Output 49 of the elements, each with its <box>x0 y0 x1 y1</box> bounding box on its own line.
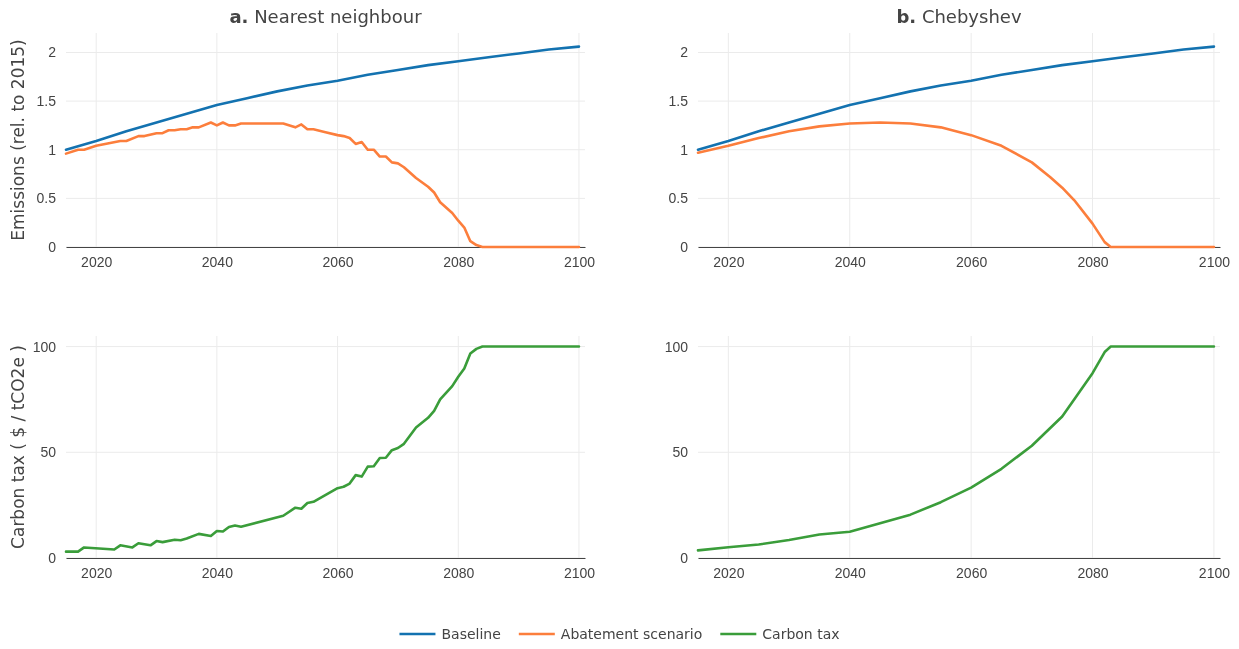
x-tick-label: 2080 <box>443 564 475 581</box>
y-tick-label: 0 <box>680 549 689 566</box>
y-tick-label: 2 <box>680 44 689 61</box>
y-axis-title: Emissions (rel. to 2015) <box>8 39 28 241</box>
x-tick-label: 2040 <box>834 253 867 270</box>
y-tick-label: 100 <box>32 338 57 355</box>
x-tick-label: 2020 <box>713 253 745 270</box>
y-tick-label: 50 <box>40 444 57 461</box>
y-tick-label: 0 <box>48 549 57 566</box>
line-series <box>696 345 1216 552</box>
x-tick-label: 2080 <box>1077 564 1109 581</box>
x-tick-label: 2100 <box>563 564 596 581</box>
y-tick-label: 0 <box>48 238 57 255</box>
x-tick-label: 2080 <box>443 253 475 270</box>
y-tick-label: 50 <box>672 444 689 461</box>
y-tick-label: 1 <box>680 141 689 158</box>
y-tick-label: 2 <box>48 44 57 61</box>
x-tick-label: 2100 <box>563 253 596 270</box>
chart-title: b. Chebyshev <box>896 6 1022 27</box>
y-axis-title: Carbon tax ( $ / tCO2e ) <box>8 345 28 549</box>
line-series <box>696 121 1216 249</box>
y-tick-label: 0.5 <box>36 190 57 207</box>
y-tick-label: 1.5 <box>668 93 689 110</box>
x-tick-label: 2020 <box>81 253 113 270</box>
x-tick-label: 2100 <box>1198 564 1231 581</box>
x-tick-label: 2040 <box>201 253 234 270</box>
y-tick-label: 1.5 <box>36 93 57 110</box>
legend-label: Baseline <box>441 626 501 642</box>
x-tick-label: 2080 <box>1077 253 1109 270</box>
y-tick-label: 1 <box>48 141 57 158</box>
legend-label: Carbon tax <box>762 626 840 642</box>
chart-title: a. Nearest neighbour <box>229 6 423 27</box>
x-tick-label: 2100 <box>1198 253 1231 270</box>
line-series <box>64 121 581 249</box>
line-series <box>696 45 1216 152</box>
x-tick-label: 2020 <box>713 564 745 581</box>
y-tick-label: 0 <box>680 238 689 255</box>
x-tick-label: 2060 <box>956 253 988 270</box>
x-tick-label: 2060 <box>956 564 988 581</box>
x-tick-label: 2060 <box>322 253 354 270</box>
line-series <box>64 45 581 152</box>
x-tick-label: 2040 <box>201 564 234 581</box>
x-tick-label: 2060 <box>322 564 354 581</box>
x-tick-label: 2020 <box>81 564 113 581</box>
x-tick-label: 2040 <box>834 564 867 581</box>
y-tick-label: 0.5 <box>668 190 689 207</box>
legend-label: Abatement scenario <box>560 626 703 642</box>
line-series <box>64 345 581 553</box>
y-tick-label: 100 <box>664 338 689 355</box>
